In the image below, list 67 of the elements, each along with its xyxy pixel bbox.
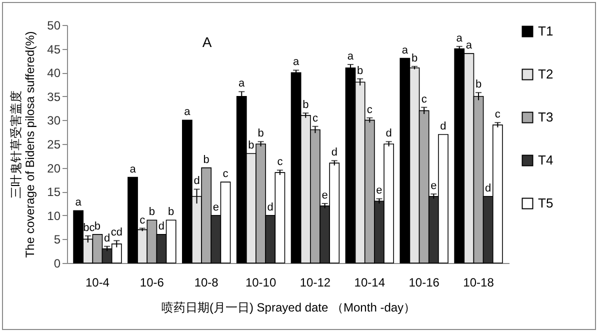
data-label: d (104, 232, 110, 244)
y-tick-label: 35 (47, 90, 61, 104)
x-tick-label: 10-18 (463, 276, 494, 290)
legend-label: T3 (538, 110, 554, 124)
data-label: c (312, 112, 318, 124)
data-label: a (347, 50, 354, 63)
legend-label: T5 (538, 196, 554, 210)
data-label: b (475, 78, 482, 91)
y-axis-title: 三叶鬼针草受害盖度 The coverage of Bidens pilosa suffered(%) (9, 31, 38, 258)
data-label: d (331, 146, 338, 159)
data-label: b (168, 206, 174, 218)
data-label: a (75, 196, 82, 209)
data-label: c (140, 214, 146, 226)
data-label: a (238, 78, 246, 90)
data-label: b (357, 64, 364, 77)
x-tick-label: 10-16 (408, 276, 440, 290)
data-label: a (402, 44, 409, 56)
data-label: b (411, 52, 418, 64)
x-tick-label: 10-4 (85, 276, 110, 290)
data-label: c (366, 104, 373, 116)
y-tick-label: 15 (47, 185, 61, 200)
x-tick-label: 10-12 (300, 276, 331, 290)
data-label: c (494, 108, 501, 121)
data-label: b (94, 220, 101, 232)
data-label: b (203, 154, 210, 166)
data-label: d (485, 182, 492, 194)
x-tick-label: 10-14 (354, 276, 386, 290)
annotation: A (202, 34, 212, 50)
legend-label: T2 (538, 66, 554, 82)
data-label: a (184, 106, 192, 118)
x-axis-title: 喷药日期(月一日) Sprayed date （Month -day） (161, 300, 416, 314)
data-label: a (456, 32, 464, 44)
y-tick-label: 30 (47, 114, 61, 128)
data-label: b (258, 128, 264, 140)
y-tick-label: 10 (47, 208, 61, 223)
data-label: a (130, 163, 137, 176)
y-tick-label: 50 (47, 18, 61, 32)
x-tick-label: 10-6 (140, 276, 164, 290)
data-label: d (194, 175, 200, 188)
y-tick-label: 0 (54, 256, 61, 270)
y-tick-label: 40 (47, 66, 61, 80)
data-label: d (386, 128, 392, 140)
y-tick-label: 20 (47, 161, 61, 176)
data-label: c (277, 156, 284, 168)
data-label: e (430, 180, 437, 192)
data-label: e (376, 184, 382, 197)
data-label: d (267, 201, 274, 214)
data-label: e (322, 190, 328, 202)
data-label: b (248, 140, 254, 152)
x-tick-label: 10-10 (245, 276, 276, 290)
data-label: d (440, 120, 446, 132)
y-tick-label: 5 (54, 232, 61, 247)
data-label: d (158, 220, 165, 232)
y-tick-label: 45 (47, 42, 61, 56)
legend-label: T4 (538, 152, 554, 168)
data-label: bc (83, 222, 96, 234)
data-label: b (302, 99, 309, 112)
data-label: a (466, 40, 473, 52)
data-label: cd (110, 226, 122, 239)
data-label: b (148, 206, 155, 218)
y-tick-label: 25 (47, 138, 61, 152)
data-label: c (421, 93, 428, 106)
data-label: e (212, 201, 219, 214)
data-label: a (292, 56, 300, 68)
legend-label: T1 (538, 24, 554, 38)
data-label: c (222, 168, 229, 180)
x-tick-label: 10-8 (194, 276, 219, 290)
